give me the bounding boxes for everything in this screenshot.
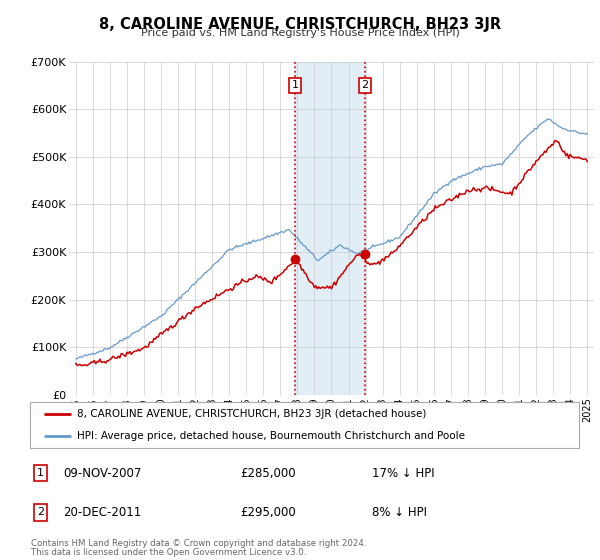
FancyBboxPatch shape xyxy=(30,402,579,448)
Text: 1: 1 xyxy=(37,468,44,478)
Text: HPI: Average price, detached house, Bournemouth Christchurch and Poole: HPI: Average price, detached house, Bour… xyxy=(77,431,464,441)
Text: £295,000: £295,000 xyxy=(240,506,296,519)
Text: Contains HM Land Registry data © Crown copyright and database right 2024.: Contains HM Land Registry data © Crown c… xyxy=(31,539,367,548)
Text: 20-DEC-2011: 20-DEC-2011 xyxy=(63,506,141,519)
Text: 8% ↓ HPI: 8% ↓ HPI xyxy=(372,506,427,519)
Text: £285,000: £285,000 xyxy=(240,466,296,480)
Text: 8, CAROLINE AVENUE, CHRISTCHURCH, BH23 3JR: 8, CAROLINE AVENUE, CHRISTCHURCH, BH23 3… xyxy=(99,17,501,32)
Text: 2: 2 xyxy=(37,507,44,517)
Bar xyxy=(295,62,365,395)
Text: 17% ↓ HPI: 17% ↓ HPI xyxy=(372,466,434,480)
Text: 1: 1 xyxy=(292,81,299,90)
Text: 8, CAROLINE AVENUE, CHRISTCHURCH, BH23 3JR (detached house): 8, CAROLINE AVENUE, CHRISTCHURCH, BH23 3… xyxy=(77,409,426,419)
Text: This data is licensed under the Open Government Licence v3.0.: This data is licensed under the Open Gov… xyxy=(31,548,307,557)
Text: Price paid vs. HM Land Registry's House Price Index (HPI): Price paid vs. HM Land Registry's House … xyxy=(140,28,460,38)
Text: 2: 2 xyxy=(362,81,368,90)
Text: 09-NOV-2007: 09-NOV-2007 xyxy=(63,466,142,480)
